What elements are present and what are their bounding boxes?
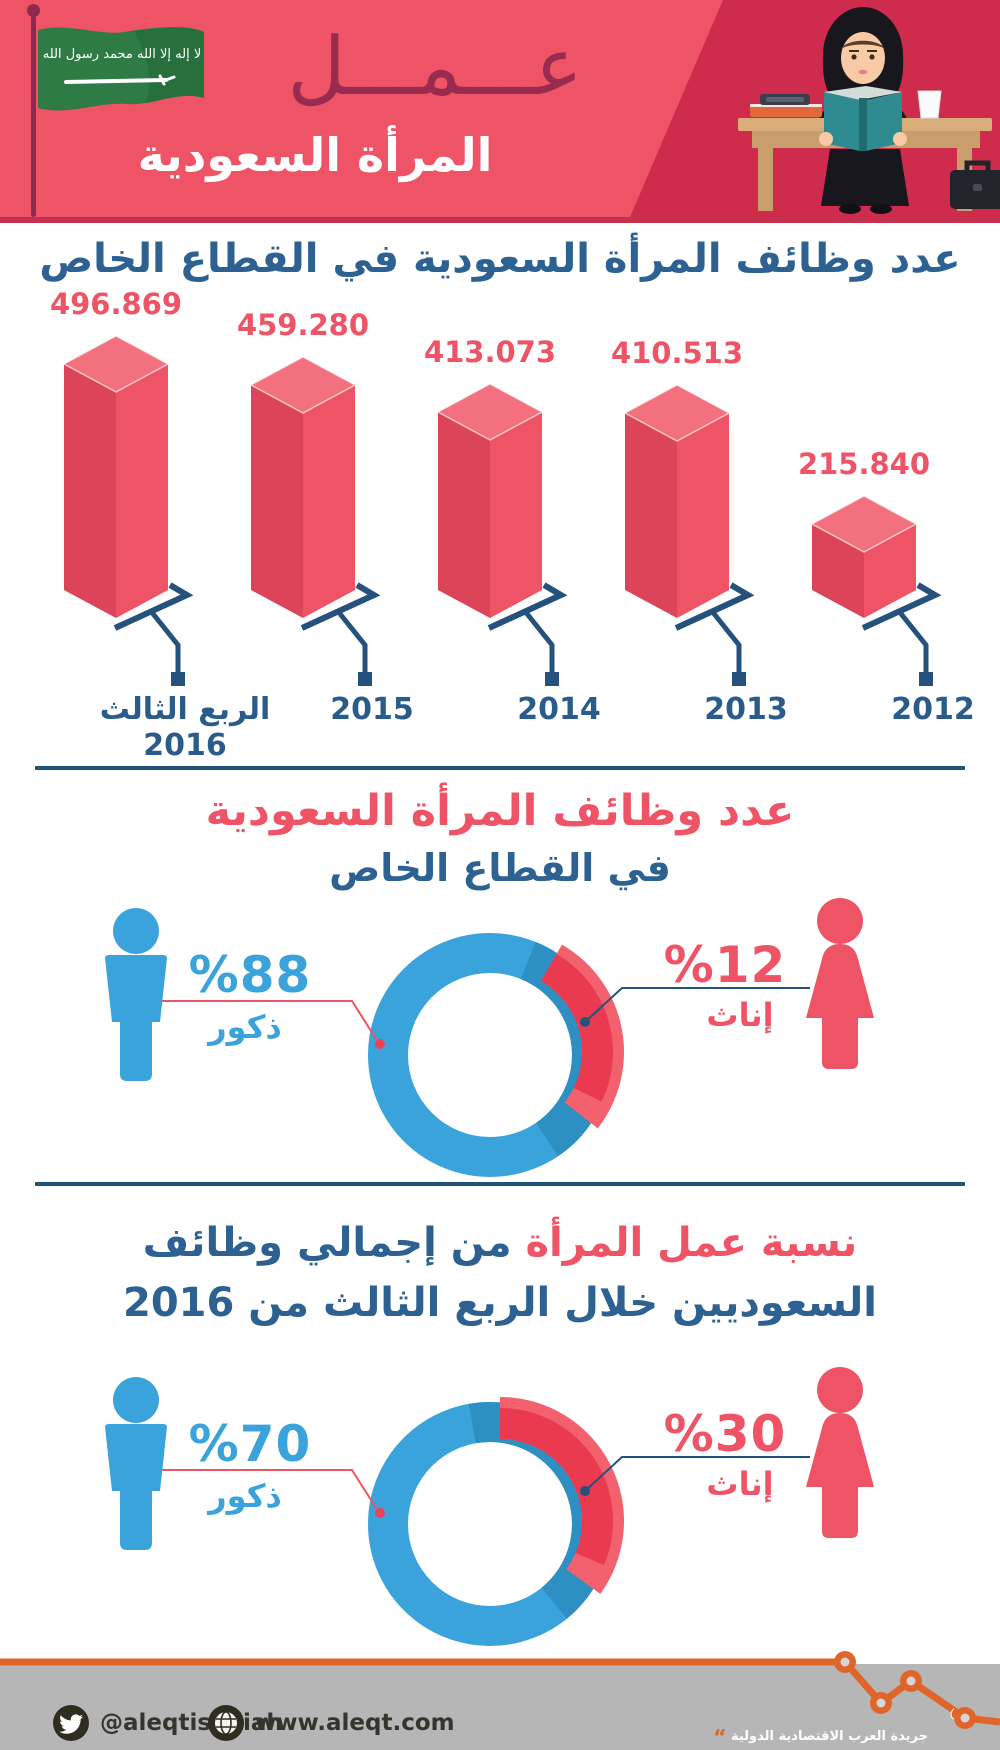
svg-text:الاقتصادية: الاقتصادية	[949, 1684, 954, 1730]
svg-text:لا إله إلا الله محمد رسول الله: لا إله إلا الله محمد رسول الله	[43, 47, 202, 62]
bar-value-label: 413.073	[423, 335, 557, 369]
bar-pointer	[487, 582, 568, 686]
bar-3d-column	[437, 383, 543, 618]
male-percentage: %70	[188, 1415, 312, 1473]
female-percentage: %30	[663, 1405, 787, 1463]
woman-at-desk-illustration	[738, 7, 1000, 214]
logo-tagline: جريدة العرب الاقتصادية الدولية “	[713, 1725, 928, 1749]
donut-chart-private-sector	[160, 933, 810, 1177]
bar-value-label: 215.840	[797, 447, 931, 481]
bar-chart-canvas: 496.869 الربع الثالث 2016 459.280 2015 413.07…	[0, 287, 1000, 765]
website-link[interactable]: www.aleqt.com	[207, 1704, 455, 1742]
footer-linechart-motif	[0, 1651, 1000, 1729]
bar-value-label: 496.869	[49, 287, 183, 321]
donut2-title-rest: من إجمالي وظائف	[142, 1220, 512, 1266]
aleqtisadiah-logo: الاقتصادية	[948, 1683, 954, 1731]
brand-word: عـــمـــل	[287, 20, 583, 113]
female-icon	[806, 898, 874, 1069]
bar-chart-title: عدد وظائف المرأة السعودية في القطاع الخا…	[39, 236, 961, 282]
bar-year-label: 2012	[891, 692, 975, 727]
section-divider	[35, 766, 965, 770]
quote-mark: “	[713, 1725, 727, 1749]
donut2-title-line2: السعوديين خلال الربع الثالث من 2016	[123, 1280, 877, 1326]
bar-year-label: 2013	[704, 692, 788, 727]
saudi-flag-icon: لا إله إلا الله محمد رسول الله	[38, 27, 204, 111]
twitter-handle: @aleqtisadiah	[100, 1710, 283, 1736]
linechart-nodes	[834, 1651, 976, 1729]
bar-value-label: 459.280	[236, 308, 370, 342]
header-main-title: المرأة السعودية	[137, 128, 493, 182]
bar-pointer	[674, 582, 755, 686]
bar-pointer	[861, 582, 942, 686]
bar-3d-column	[811, 495, 917, 618]
header: لا إله إلا الله محمد رسول الله عـــمـــل…	[0, 0, 1000, 223]
donut1-subtitle: في القطاع الخاص	[329, 846, 671, 890]
donut2-title-highlight: نسبة عمل المرأة	[525, 1220, 858, 1266]
twitter-link[interactable]: @aleqtisadiah	[52, 1704, 283, 1742]
male-icon	[105, 908, 167, 1081]
bar-value-label: 410.513	[610, 336, 744, 370]
bar-3d-column	[624, 384, 730, 618]
flag-pole-ball	[27, 4, 40, 17]
footer	[0, 1664, 1000, 1750]
female-percentage: %12	[663, 936, 787, 994]
donut2-title-line1: نسبة عمل المرأة من إجمالي وظائف	[0, 1220, 1000, 1266]
bar-pointer	[300, 582, 381, 686]
bar-year-label: 2014	[517, 692, 601, 727]
globe-icon	[208, 1705, 244, 1741]
flag-pole	[31, 12, 36, 217]
bar-year-label: 2015	[330, 692, 414, 727]
female-label: إناث	[706, 996, 774, 1034]
donut1-title: عدد وظائف المرأة السعودية	[205, 786, 795, 836]
bar-pointer	[113, 582, 194, 686]
donut-chart-total-share	[160, 1397, 810, 1646]
male-label: ذكور	[208, 1477, 282, 1515]
male-icon	[105, 1377, 167, 1550]
male-label: ذكور	[208, 1008, 282, 1046]
section-divider	[35, 1182, 965, 1186]
bar-year-label: الربع الثالث 2016	[99, 692, 271, 763]
male-percentage: %88	[188, 946, 312, 1004]
female-label: إناث	[706, 1465, 774, 1503]
bar-3d-column	[63, 335, 169, 618]
bar-3d-column	[250, 356, 356, 618]
website-url: www.aleqt.com	[255, 1710, 455, 1736]
twitter-icon	[53, 1705, 89, 1741]
female-icon	[806, 1367, 874, 1538]
